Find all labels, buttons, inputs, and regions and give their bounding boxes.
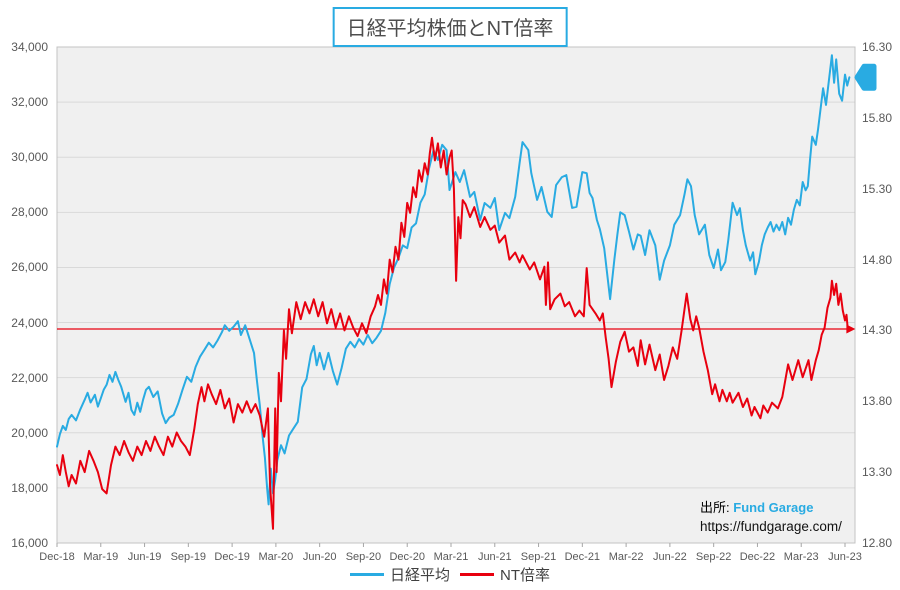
x-axis-label: Mar-21 xyxy=(433,551,469,563)
x-axis-label: Mar-22 xyxy=(608,551,644,563)
y-axis-label-left: 22,000 xyxy=(11,370,48,385)
x-axis-label: Dec-19 xyxy=(214,551,250,563)
source-name: Fund Garage xyxy=(733,500,814,515)
x-axis-label: Jun-19 xyxy=(127,551,162,563)
x-axis-label: Dec-21 xyxy=(564,551,601,563)
chart-title: 日経平均株価とNT倍率 xyxy=(332,7,568,47)
legend: 日経平均 NT倍率 xyxy=(0,564,900,585)
legend-label-nikkei: 日経平均 xyxy=(389,567,450,584)
x-axis-label: Sep-20 xyxy=(345,551,382,563)
nt-ratio-line-swatch xyxy=(460,573,494,576)
plot-area xyxy=(57,47,855,543)
x-axis-label: Dec-22 xyxy=(739,551,776,563)
legend-label-nt-ratio: NT倍率 xyxy=(500,567,550,584)
x-axis-label: Jun-21 xyxy=(477,551,512,563)
x-axis-label: Sep-21 xyxy=(520,551,557,563)
x-axis-label: Mar-19 xyxy=(83,551,119,563)
legend-item-nikkei: 日経平均 xyxy=(349,564,450,585)
y-axis-label-left: 32,000 xyxy=(11,95,48,110)
y-axis-label-left: 26,000 xyxy=(11,260,48,275)
y-axis-label-left: 18,000 xyxy=(11,480,48,495)
source-url[interactable]: https://fundgarage.com/ xyxy=(700,519,842,534)
y-axis-label-right: 14.30 xyxy=(862,323,893,338)
y-axis-label-right: 15.30 xyxy=(862,181,893,196)
x-axis-label: Mar-20 xyxy=(258,551,294,563)
x-axis-label: Mar-23 xyxy=(783,551,819,563)
reference-line-arrow-icon xyxy=(846,324,856,334)
nikkei-line-swatch xyxy=(349,573,384,576)
x-axis-label: Dec-20 xyxy=(389,551,425,563)
nikkei-line xyxy=(56,54,851,506)
nt-ratio-line xyxy=(56,136,849,530)
y-axis-label-left: 34,000 xyxy=(11,40,48,54)
source-attribution: 出所: Fund Garage https://fundgarage.com/ xyxy=(700,498,842,536)
x-axis-label: Sep-22 xyxy=(695,551,732,563)
source-prefix: 出所: xyxy=(700,500,730,515)
source-line: 出所: Fund Garage xyxy=(700,498,842,517)
x-axis-label: Jun-22 xyxy=(653,551,687,563)
x-axis-label: Sep-19 xyxy=(170,551,207,563)
y-axis-label-left: 16,000 xyxy=(11,536,48,550)
y-axis-label-right: 13.30 xyxy=(862,465,893,480)
y-axis-label-right: 13.80 xyxy=(862,394,893,409)
x-axis-label: Dec-18 xyxy=(39,551,75,563)
x-axis-label: Jun-20 xyxy=(302,551,337,563)
y-axis-label-right: 14.80 xyxy=(862,252,893,267)
y-axis-label-left: 28,000 xyxy=(11,205,48,220)
y-axis-label-right: 16.30 xyxy=(862,40,893,54)
plot-border xyxy=(56,46,856,544)
y-axis-label-right: 15.80 xyxy=(862,110,893,125)
y-axis-label-left: 20,000 xyxy=(11,425,48,440)
legend-item-nt-ratio: NT倍率 xyxy=(460,564,550,585)
latest-value-arrow-icon xyxy=(854,63,877,91)
y-axis-label-left: 30,000 xyxy=(11,150,48,165)
y-axis-label-left: 24,000 xyxy=(11,315,48,330)
x-axis-label: Jun-23 xyxy=(828,551,862,563)
y-axis-label-right: 12.80 xyxy=(862,536,893,550)
